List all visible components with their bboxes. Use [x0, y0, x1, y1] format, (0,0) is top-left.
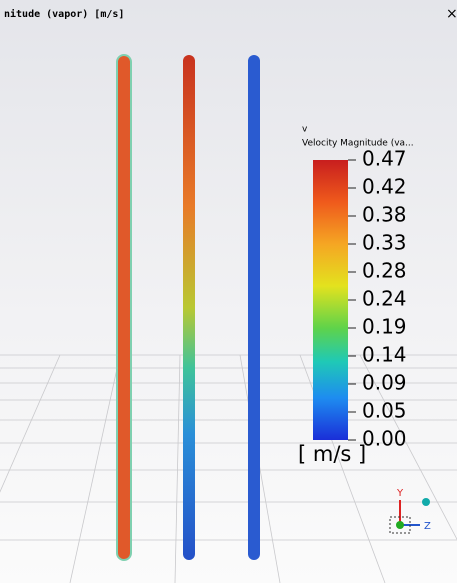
legend-symbol: v	[302, 125, 308, 135]
tick-label: 0.09	[362, 371, 407, 395]
close-button[interactable]: ×	[446, 6, 457, 22]
scene: nitude (vapor) [m/s] × v Velocity Magnit…	[0, 0, 457, 583]
legend-unit: [ m/s ]	[298, 442, 366, 466]
tick-label: 0.19	[362, 315, 407, 339]
rod	[248, 55, 260, 560]
tick-label: 0.38	[362, 203, 407, 227]
tick-label: 0.47	[362, 147, 407, 171]
tick-label: 0.14	[362, 343, 407, 367]
colorbar	[313, 160, 348, 440]
tick-label: 0.05	[362, 399, 407, 423]
tick-label: 0.24	[362, 287, 407, 311]
rod	[183, 55, 195, 560]
axis-label: Y	[396, 488, 404, 499]
tick-label: 0.28	[362, 259, 407, 283]
rod	[117, 55, 131, 560]
axis-label: Z	[424, 521, 431, 532]
tick-label: 0.00	[362, 427, 407, 451]
tick-label: 0.33	[362, 231, 407, 255]
viewport: nitude (vapor) [m/s] × v Velocity Magnit…	[0, 0, 457, 583]
tick-label: 0.42	[362, 175, 407, 199]
window-title: nitude (vapor) [m/s]	[4, 8, 124, 20]
